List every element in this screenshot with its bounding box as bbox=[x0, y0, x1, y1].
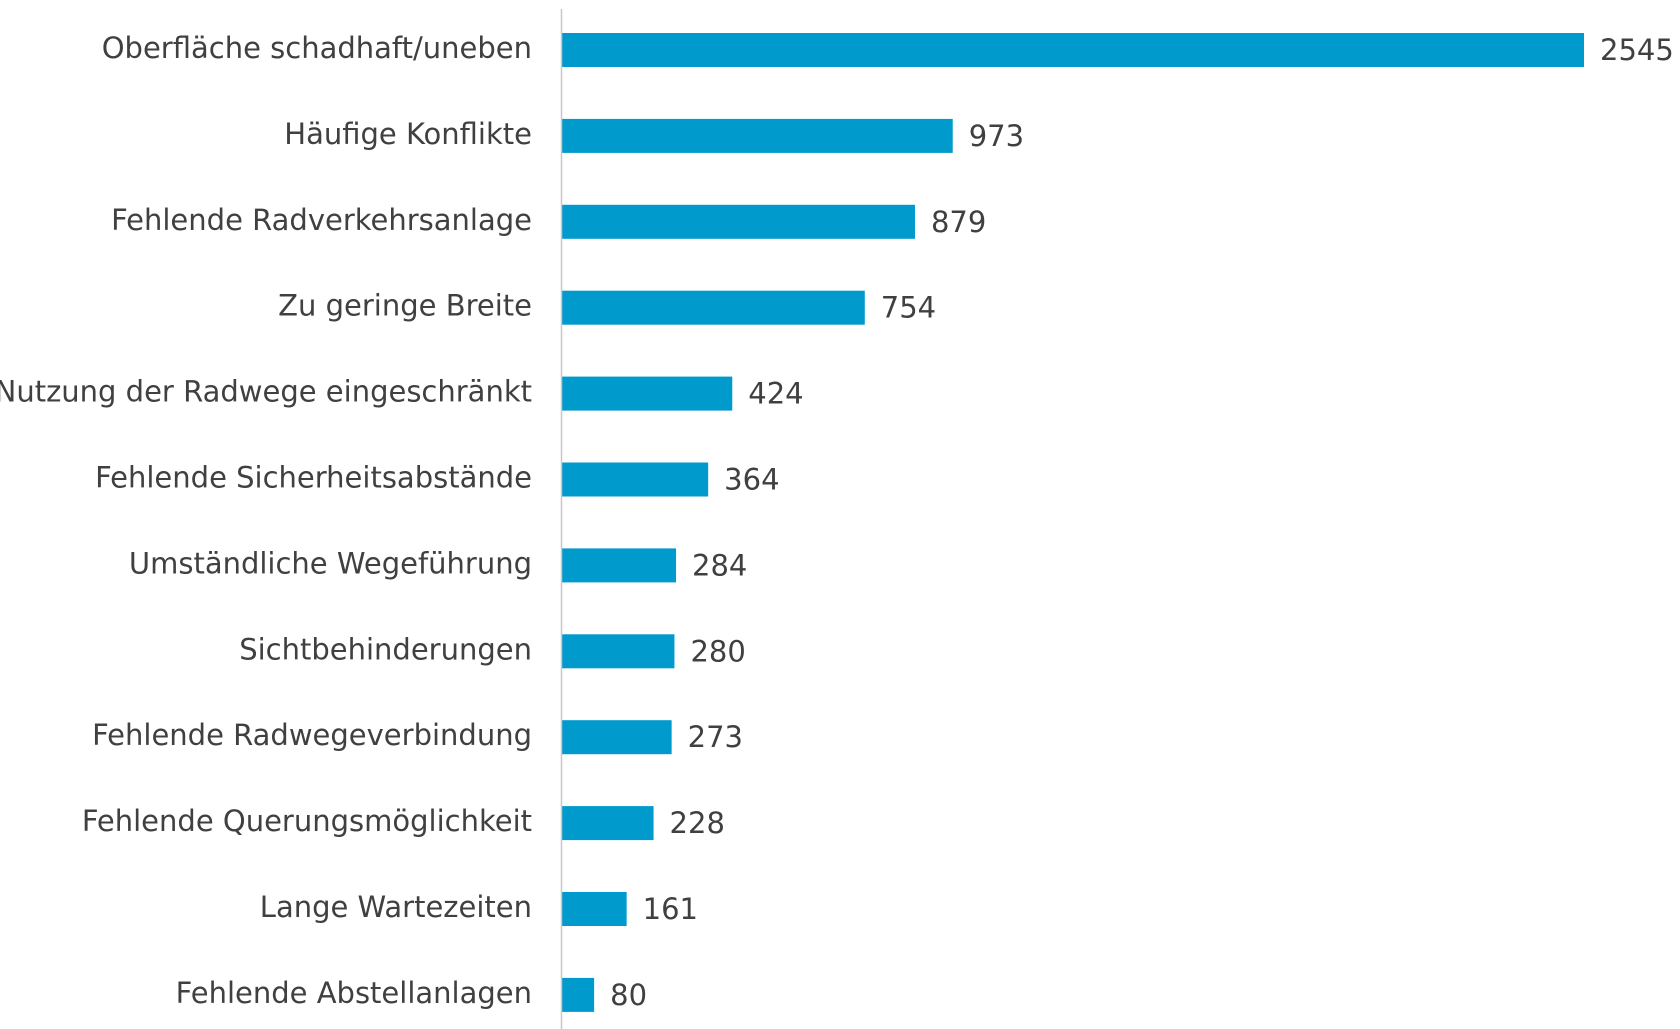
value-label: 273 bbox=[688, 720, 743, 754]
value-label: 80 bbox=[610, 978, 647, 1012]
category-label: Fehlende Radverkehrsanlage bbox=[111, 203, 532, 237]
category-label: Häufige Konflikte bbox=[284, 117, 532, 151]
bar bbox=[562, 376, 733, 411]
value-label: 228 bbox=[670, 806, 725, 840]
value-label: 754 bbox=[881, 291, 936, 325]
bar bbox=[562, 977, 595, 1012]
category-label: Fehlende Querungsmöglichkeit bbox=[82, 804, 532, 838]
bar bbox=[562, 634, 675, 669]
category-label: Umständliche Wegeführung bbox=[129, 546, 532, 580]
bar bbox=[562, 720, 672, 755]
category-label: Fehlende Sicherheitsabstände bbox=[95, 461, 532, 495]
category-label: Fehlende Abstellanlagen bbox=[176, 976, 532, 1010]
value-label: 424 bbox=[748, 377, 803, 411]
bar bbox=[562, 806, 654, 841]
category-label: Lange Wartezeiten bbox=[260, 890, 532, 924]
value-label: 973 bbox=[969, 119, 1024, 153]
category-label: Zu geringe Breite bbox=[278, 289, 532, 323]
bar bbox=[562, 118, 953, 153]
category-label: Fehlende Radwegeverbindung bbox=[92, 718, 532, 752]
value-label: 161 bbox=[643, 892, 698, 926]
bar bbox=[562, 290, 865, 325]
bar bbox=[562, 548, 677, 583]
bar bbox=[562, 204, 915, 239]
bar bbox=[562, 33, 1584, 67]
value-label: 364 bbox=[724, 463, 779, 497]
category-label: Sichtbehinderungen bbox=[239, 632, 532, 666]
bar bbox=[562, 462, 709, 497]
value-label: 280 bbox=[690, 634, 745, 668]
value-label: 879 bbox=[931, 205, 986, 239]
value-label: 284 bbox=[692, 548, 747, 582]
category-label: Nutzung der Radwege eingeschränkt bbox=[0, 375, 532, 409]
category-label: Oberfläche schadhaft/uneben bbox=[102, 31, 532, 65]
value-label: 2545 bbox=[1600, 33, 1674, 67]
bar bbox=[562, 892, 627, 926]
